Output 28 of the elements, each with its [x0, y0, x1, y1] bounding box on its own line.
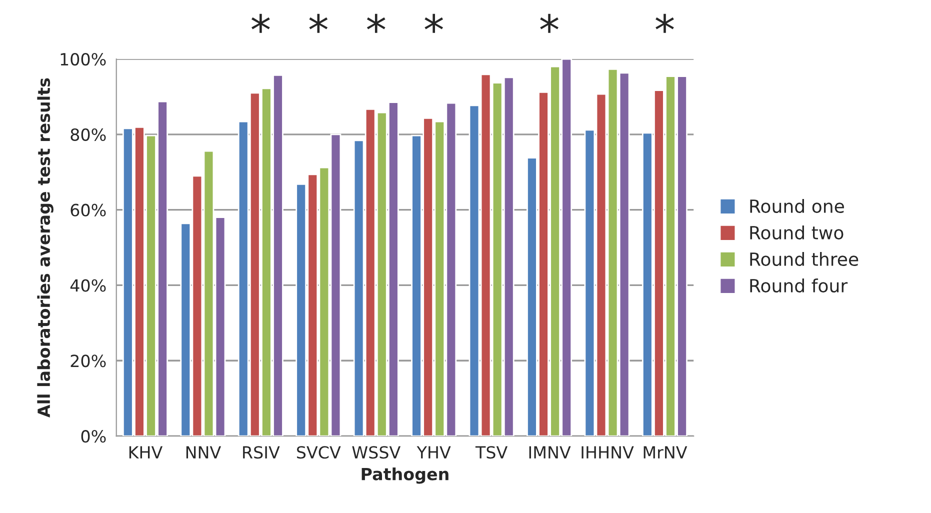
- legend-label: Round one: [750, 199, 844, 214]
- y-tick-label: 20%: [70, 354, 106, 368]
- x-tick-label: SVCV: [296, 446, 341, 459]
- text: *: [309, 14, 328, 33]
- legend-label: Round three: [750, 252, 858, 266]
- text: *: [366, 14, 386, 33]
- x-tick-label: MrNV: [644, 446, 688, 458]
- x-tick-label: WSSV: [352, 446, 401, 459]
- y-tick-label: 100%: [60, 52, 106, 66]
- x-tick-label: KHV: [129, 446, 163, 458]
- text: *: [540, 14, 558, 33]
- y-tick-label: 60%: [70, 204, 106, 216]
- y-axis-title: All laboratories average test results: [37, 78, 54, 418]
- text: *: [424, 14, 444, 33]
- y-tick-label: 0%: [81, 430, 106, 443]
- x-tick-label: YHV: [416, 446, 451, 458]
- text: *: [656, 14, 674, 33]
- x-tick-label: IHHNV: [582, 446, 634, 458]
- x-tick-label: RSIV: [243, 446, 280, 459]
- x-tick-label: TSV: [475, 446, 508, 459]
- y-tick-label: 80%: [70, 128, 106, 141]
- x-axis-title: Pathogen: [362, 467, 448, 484]
- x-tick-label: NNV: [186, 446, 221, 458]
- text: *: [252, 14, 270, 33]
- x-tick-label: IMNV: [529, 446, 571, 458]
- legend-label: Round four: [750, 278, 848, 293]
- legend-label: Round two: [750, 226, 844, 240]
- y-tick-label: 40%: [70, 279, 106, 292]
